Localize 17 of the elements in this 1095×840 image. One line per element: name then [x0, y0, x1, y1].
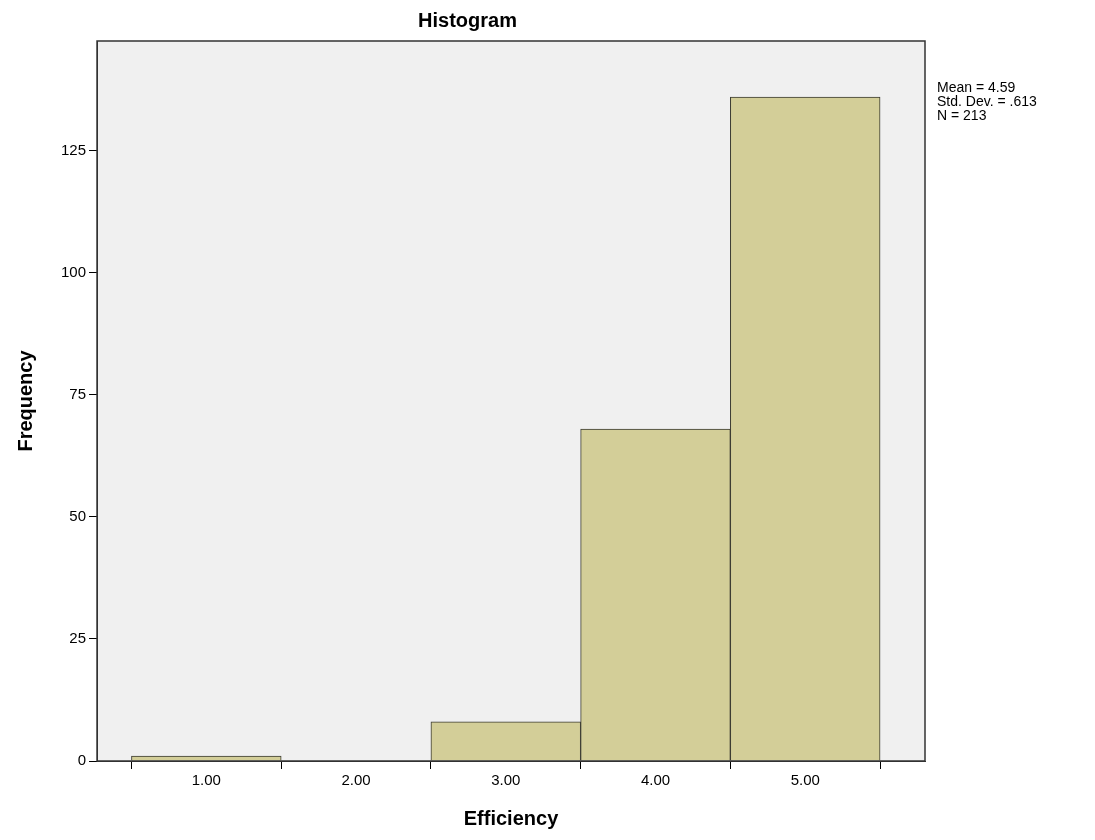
y-tick-label: 75: [69, 385, 87, 403]
y-tick-label: 50: [69, 507, 87, 525]
y-tick-label: 0: [77, 751, 87, 769]
x-tick-label: 2.00: [341, 771, 371, 789]
text: Std. Dev. = .613: [937, 92, 1037, 109]
text: N = 213: [937, 106, 987, 123]
x-axis-title: Efficiency: [463, 806, 560, 829]
x-tick-label: 3.00: [491, 771, 521, 789]
y-axis-title: Frequency: [13, 349, 36, 452]
y-tick-label: 125: [61, 140, 87, 158]
text: Mean = 4.59: [937, 78, 1016, 95]
y-tick-label: 25: [69, 629, 87, 647]
x-tick-label: 5.00: [790, 771, 820, 789]
chart-title: Histogram: [418, 8, 517, 31]
x-tick-label: 1.00: [191, 771, 221, 789]
y-tick-label: 100: [61, 263, 87, 281]
x-tick-label: 4.00: [640, 771, 671, 789]
